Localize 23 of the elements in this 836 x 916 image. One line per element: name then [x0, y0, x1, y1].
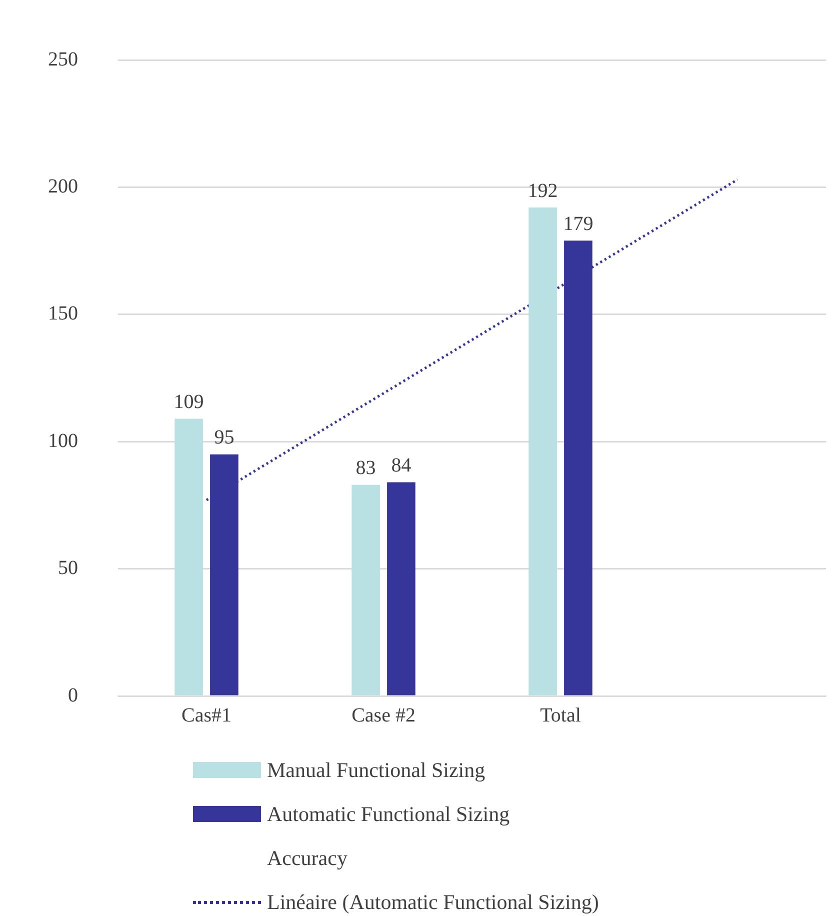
y-tick-label: 0 [68, 684, 78, 706]
y-tick-label: 150 [48, 302, 78, 325]
data-label: 192 [528, 180, 558, 202]
x-tick-label: Cas#1 [182, 704, 232, 726]
x-tick-label: Total [540, 704, 582, 726]
bar [352, 484, 380, 696]
data-label: 83 [356, 457, 376, 480]
data-label: 95 [214, 426, 234, 449]
bar [174, 418, 203, 696]
legend-label: Manual Functional Sizing [267, 758, 486, 782]
data-label: 84 [391, 454, 412, 477]
legend-label: Automatic Functional Sizing [267, 802, 510, 826]
text: Accuracy [267, 846, 348, 870]
data-label: 109 [174, 390, 204, 413]
y-tick-label: 50 [58, 557, 78, 580]
y-tick-label: 250 [48, 48, 78, 70]
legend-label: Linéaire (Automatic Functional Sizing) [267, 890, 599, 914]
bar [528, 208, 557, 696]
bar [387, 482, 416, 696]
y-tick-label: 100 [48, 430, 78, 452]
y-tick-label: 200 [48, 175, 78, 198]
x-tick-label: Case #2 [352, 704, 416, 726]
data-label: 179 [563, 212, 594, 235]
